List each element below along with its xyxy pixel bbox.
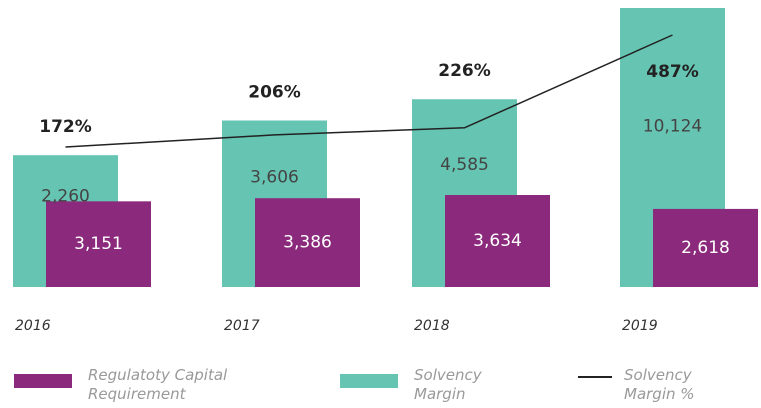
bar-label: 3,606 — [250, 167, 299, 187]
plot: 2,260 3,151 2016 172% 3,606 3,386 2017 206% 4,58… — [13, 8, 758, 334]
bar — [653, 208, 758, 287]
legend-swatch — [578, 376, 612, 378]
bar-label: 4,585 — [440, 155, 489, 175]
legend-item: Solvency Margin % — [578, 366, 714, 404]
x-tick-label: 2016 — [15, 318, 51, 334]
legend-label: Regulatoty Capital Requirement — [88, 366, 228, 403]
bar-label: 2,260 — [41, 186, 90, 206]
legend-swatch — [340, 374, 398, 388]
line-label: 487% — [646, 62, 699, 82]
line-label: 206% — [248, 82, 301, 102]
bar — [46, 201, 151, 287]
bar-label: 3,386 — [283, 233, 332, 253]
bar — [255, 198, 360, 287]
x-tick-label: 2017 — [224, 318, 260, 334]
line — [65, 34, 673, 148]
legend-swatch — [14, 374, 72, 388]
bar — [445, 195, 550, 287]
bar-label: 2,618 — [681, 238, 730, 258]
bar-label: 3,634 — [473, 231, 522, 251]
legend-item: Regulatoty Capital Requirement — [14, 366, 248, 404]
legend-label: Solvency Margin % — [624, 366, 695, 403]
bar-label: 10,124 — [643, 116, 702, 136]
legend-label: Solvency Margin — [414, 366, 482, 403]
x-tick-label: 2018 — [414, 318, 450, 334]
line-label: 226% — [438, 61, 491, 81]
bar-label: 3,151 — [74, 234, 123, 254]
x-tick-label: 2019 — [622, 318, 658, 334]
line-label: 172% — [39, 117, 92, 137]
legend-item: Solvency Margin — [340, 366, 494, 404]
